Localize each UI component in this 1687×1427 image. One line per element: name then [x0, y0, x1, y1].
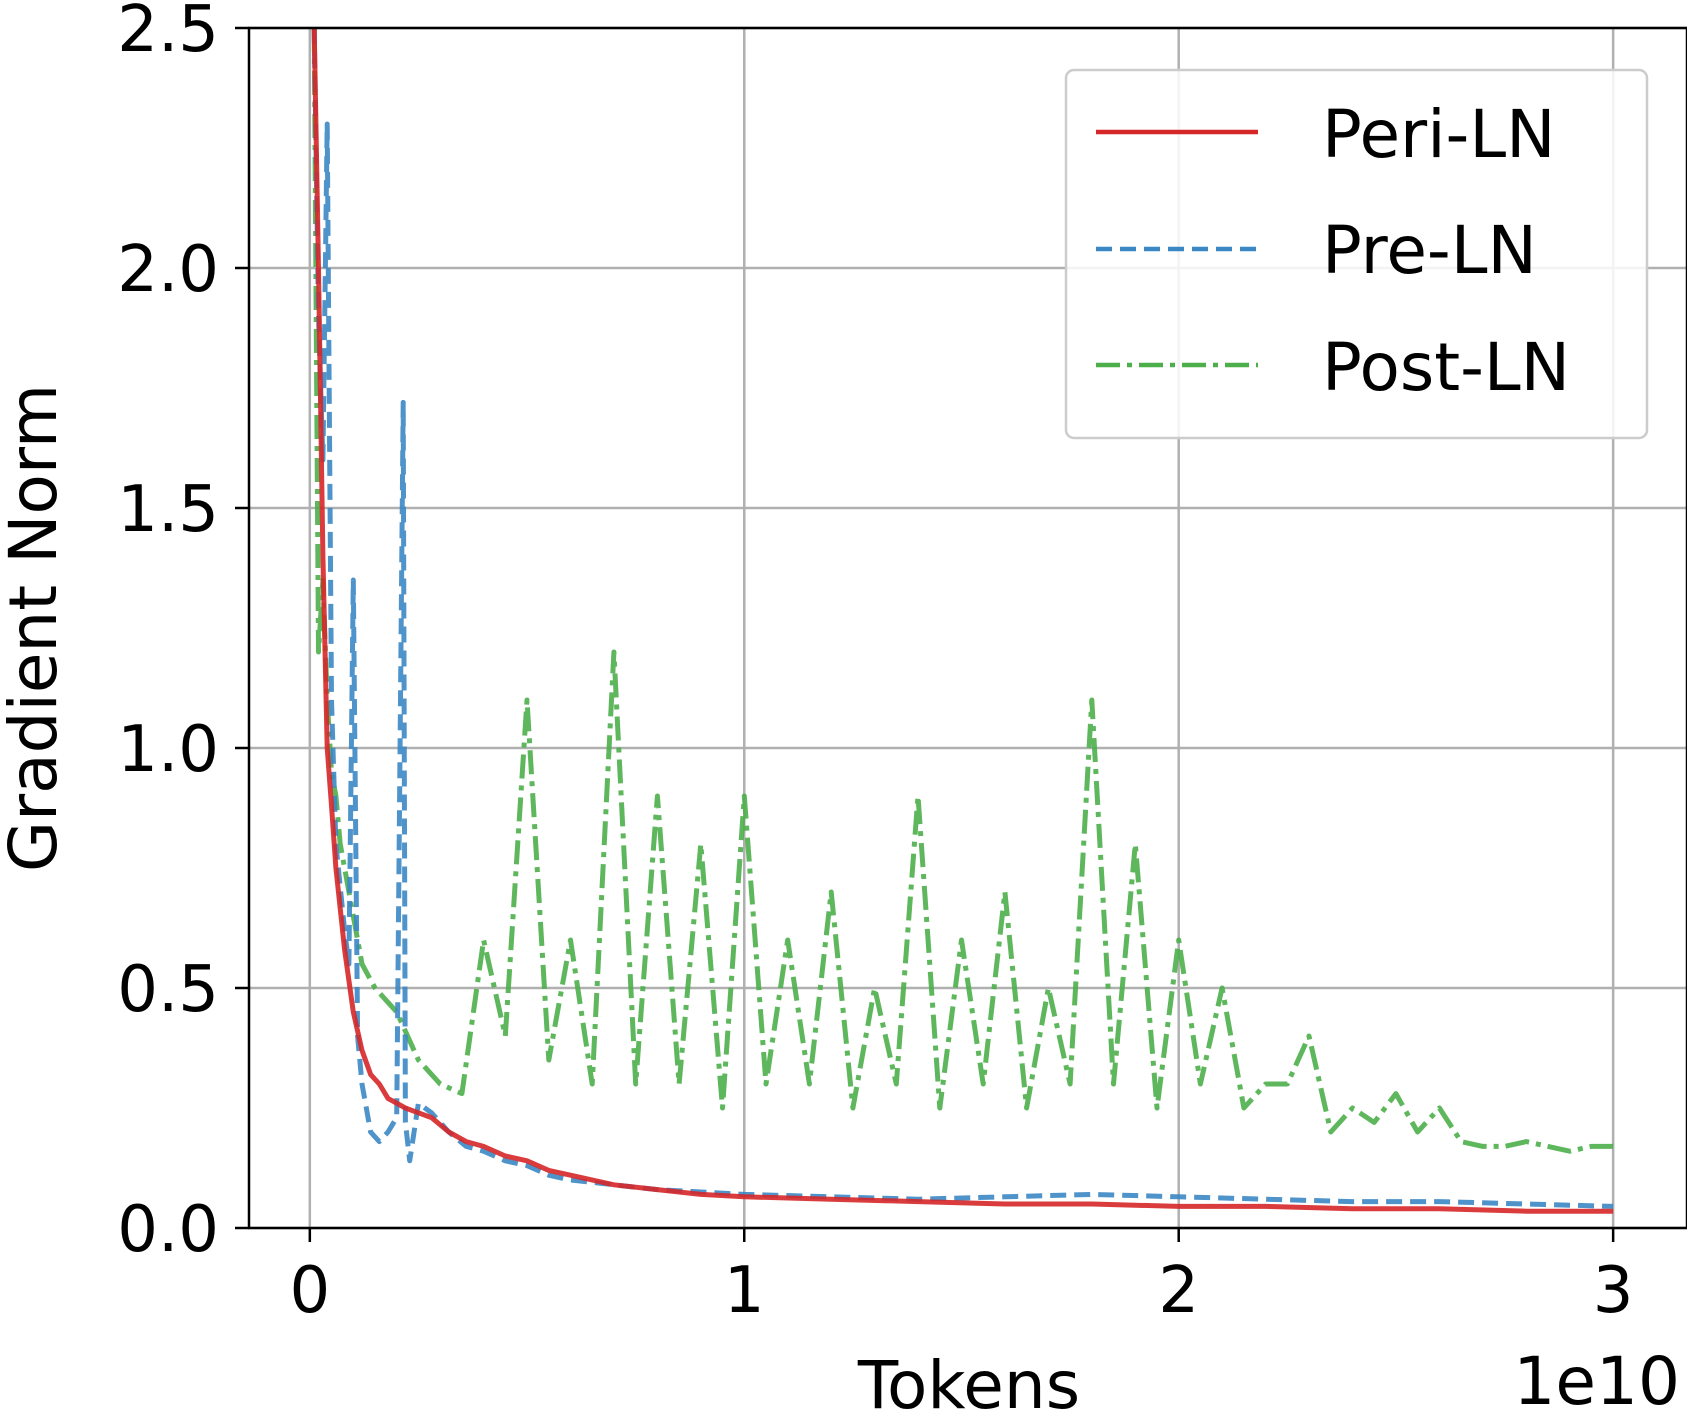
x-axis-offset-text: 1e10	[1513, 1343, 1680, 1420]
series-line-post-ln	[311, 28, 1614, 1154]
series-line-peri-ln	[311, 28, 1614, 1214]
y-tick-label: 0.5	[117, 953, 219, 1027]
y-tick-label: 2.0	[117, 233, 219, 307]
legend: Peri-LN Pre-LN Post-LN	[1064, 68, 1649, 440]
plot-frame	[247, 26, 1687, 1230]
y-tick-label: 1.0	[117, 713, 219, 787]
y-tick-label: 2.5	[117, 0, 219, 67]
x-tick-label: 2	[1158, 1254, 1199, 1328]
x-axis-label: Tokens	[857, 1347, 1080, 1424]
legend-box	[1064, 68, 1649, 440]
legend-label-peri-ln: Peri-LN	[1322, 96, 1555, 173]
x-tick-label: 1	[724, 1254, 765, 1328]
x-tick-label: 0	[289, 1254, 330, 1328]
series-lines	[311, 28, 1614, 1214]
y-axis-label: Gradient Norm	[0, 384, 72, 872]
y-tick-label: 0.0	[117, 1193, 219, 1267]
y-axis-ticks: 0.0 0.5 1.0 1.5 2.0 2.5	[117, 0, 249, 1267]
x-tick-label: 3	[1593, 1254, 1634, 1328]
legend-label-post-ln: Post-LN	[1322, 329, 1570, 406]
x-axis-ticks: 0 1 2 3	[289, 1228, 1634, 1328]
legend-label-pre-ln: Pre-LN	[1322, 212, 1537, 289]
y-tick-label: 1.5	[117, 473, 219, 547]
